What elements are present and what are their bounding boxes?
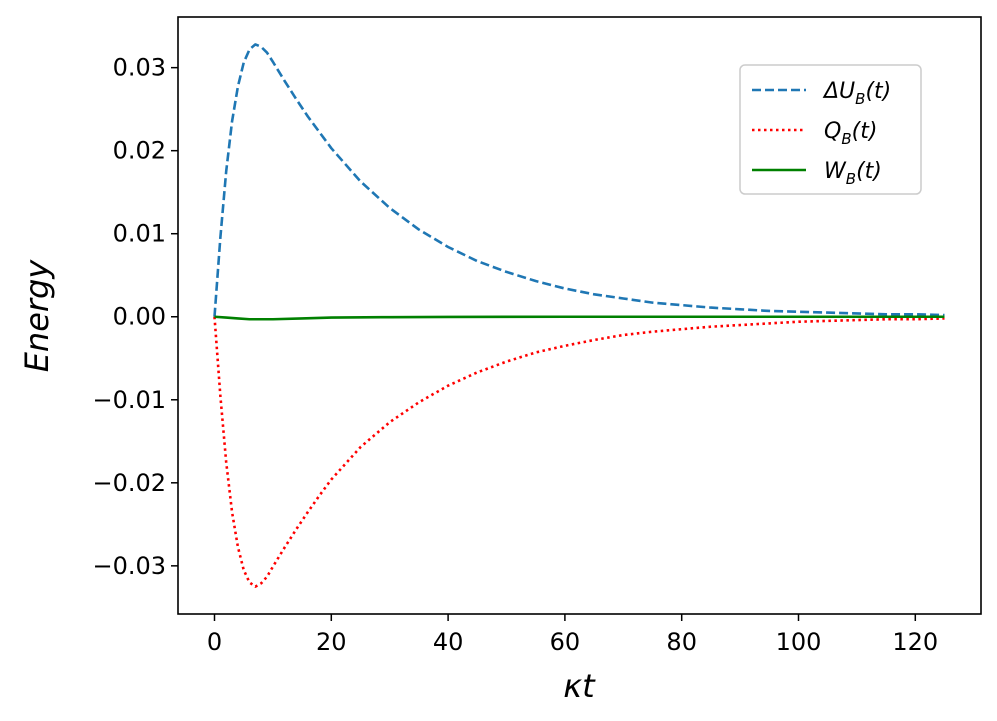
legend-label-sub: B <box>855 90 865 108</box>
axes-frame <box>177 16 982 615</box>
x-tick-label: 40 <box>433 628 464 656</box>
legend-label: ΔUB(t) <box>822 79 891 108</box>
x-axis: 0 20 40 60 80 100 120 <box>207 614 938 656</box>
y-axis: 0.03 0.02 0.01 0.00 −0.01 −0.02 −0.03 <box>92 54 178 580</box>
x-tick-label: 120 <box>892 628 938 656</box>
legend-label: QB(t) <box>824 119 877 148</box>
legend: ΔUB(t)QB(t)WB(t) <box>739 64 922 195</box>
y-tick-label: 0.02 <box>113 137 166 165</box>
series-line-1 <box>213 43 945 317</box>
legend-label-sub: B <box>846 170 856 188</box>
series-line-2 <box>213 316 945 588</box>
x-tick-label: 20 <box>316 628 347 656</box>
x-axis-label: κt <box>563 667 596 705</box>
y-tick-label: −0.02 <box>92 469 166 497</box>
legend-label-tail: (t) <box>856 159 882 184</box>
x-tick-label: 0 <box>207 628 222 656</box>
legend-label-tail: (t) <box>852 119 878 144</box>
plot-area <box>213 43 945 588</box>
y-tick-label: −0.03 <box>92 552 166 580</box>
y-tick-label: −0.01 <box>92 386 166 414</box>
y-tick-label: 0.01 <box>113 220 166 248</box>
x-tick-label: 60 <box>550 628 581 656</box>
legend-label-tail: (t) <box>865 79 891 104</box>
legend-label-sub: B <box>841 130 851 148</box>
legend-label-main: Q <box>824 119 841 144</box>
y-axis-label: Energy <box>18 259 56 373</box>
y-tick-label: 0.00 <box>113 303 166 331</box>
y-tick-label: 0.03 <box>113 54 166 82</box>
x-tick-label: 80 <box>666 628 697 656</box>
series-line-3 <box>214 315 945 321</box>
legend-label-main: W <box>824 159 847 184</box>
legend-box <box>739 64 922 195</box>
x-tick-label: 100 <box>776 628 822 656</box>
legend-label-main: ΔU <box>822 79 855 104</box>
legend-label: WB(t) <box>824 159 882 188</box>
